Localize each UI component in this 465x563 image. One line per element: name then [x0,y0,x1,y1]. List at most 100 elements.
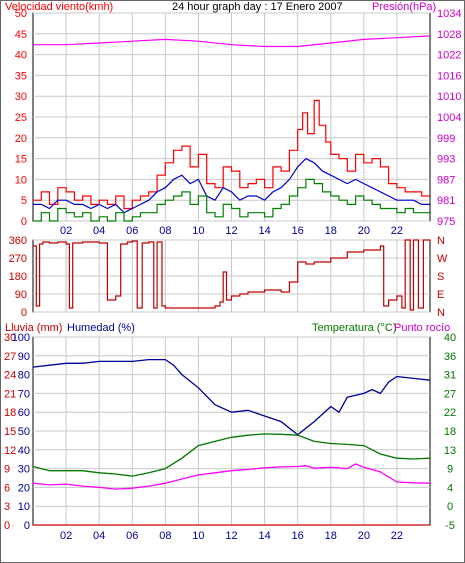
x-tick-label: 20 [358,225,370,237]
x-tick-label: 20 [358,530,370,542]
y-tick-label: 975 [437,216,455,228]
temperature-tick-label: 4 [447,482,453,494]
x-tick-label: 02 [60,530,72,542]
x-tick-label: 22 [391,530,403,542]
y-tick-label: 10 [15,174,27,186]
compass-tick-label: N [437,307,445,319]
temperature-tick-label: 0 [447,501,453,513]
temperature-axis-label: Temperatura (°C) [312,322,396,334]
chart-title: 24 hour graph day : 17 Enero 2007 [172,1,343,13]
temperature-tick-label: 40 [444,332,456,344]
rain-tick-label: 12 [4,445,16,457]
humidity-series-line [32,358,431,436]
x-tick-label: 22 [391,225,403,237]
temperature-tick-label: 9 [447,464,453,476]
y-tick-label: 987 [437,174,455,186]
dewpoint-axis-label: Punto rocío [394,322,450,334]
wind-grid [33,12,430,222]
compass-tick-label: E [437,289,444,301]
humidity-tick-label: 100 [12,332,30,344]
x-tick-label: 06 [126,530,138,542]
x-tick-label: 18 [325,225,337,237]
rain-tick-label: 21 [4,388,16,400]
temperature-tick-label: -5 [445,520,455,532]
y-tick-label: 1010 [437,91,461,103]
y-tick-label: 40 [15,50,27,62]
humidity-tick-label: 10 [18,501,30,513]
direction-degree-ticks: 0 90 180 270 360 [9,235,27,319]
y-tick-label: 0 [21,307,27,319]
rain-tick-label: 9 [4,464,10,476]
rain-tick-label: 27 [4,351,16,363]
y-tick-label: 45 [15,29,27,41]
y-tick-label: 30 [15,91,27,103]
y-tick-label: 15 [15,154,27,166]
rain-tick-label: 3 [4,501,10,513]
rain-axis-label: Lluvia (mm) [5,322,62,334]
wind-series [33,35,431,222]
x-tick-label: 16 [292,225,304,237]
x-tick-label: 02 [60,225,72,237]
humidity-tick-label: 40 [18,445,30,457]
compass-tick-label: S [437,271,444,283]
x-tick-label: 12 [225,530,237,542]
x-tick-label: 14 [258,530,270,542]
x-tick-label: 10 [192,530,204,542]
humidity-axis-label: Humedad (%) [67,322,135,334]
temperature-tick-label: 27 [444,388,456,400]
humidity-x-ticks: 02 04 06 08 10 12 14 16 18 20 22 [60,530,403,542]
temperature-tick-label: 22 [444,407,456,419]
compass-tick-label: N [437,235,445,247]
y-tick-label: 0 [21,216,27,228]
compass-tick-label: W [437,253,448,265]
x-tick-label: 08 [159,530,171,542]
y-tick-label: 20 [15,133,27,145]
y-tick-label: 999 [437,133,455,145]
temperature-tick-label: 18 [444,426,456,438]
humidity-tick-label: 70 [18,388,30,400]
x-tick-label: 18 [325,530,337,542]
average-series-line [33,157,430,214]
direction-series-line [33,239,431,311]
rain-tick-label: 30 [4,332,16,344]
y-tick-label: 270 [9,253,27,265]
x-tick-label: 04 [93,530,105,542]
y-tick-label: 993 [437,154,455,166]
y-tick-label: 25 [15,112,27,124]
y-tick-label: 1004 [437,112,461,124]
humidity-series [32,358,431,526]
pressure-y-ticks: 975 981 987 993 999 1004 1010 1016 1022 1028 1034 [437,8,461,228]
temperature-series-line [32,433,431,477]
wind-axis-label: Velocidad viento(kmh) [5,1,113,13]
y-tick-label: 360 [9,235,27,247]
x-tick-label: 14 [258,225,270,237]
y-tick-label: 1016 [437,70,461,82]
rain-tick-label: 0 [4,520,10,532]
x-tick-label: 08 [159,225,171,237]
temperature-y-ticks: -5 0 4 9 13 18 22 27 31 36 40 [444,332,456,532]
rain-tick-label: 6 [4,482,10,494]
humidity-tick-label: 20 [18,482,30,494]
gust-series-line [33,99,430,210]
temperature-tick-label: 31 [444,370,456,382]
humidity-temperature-panel: Lluvia (mm) Humedad (%) Temperatura (°C)… [4,322,456,542]
direction-grid [33,239,430,313]
wind-y-ticks: 0 5 10 15 20 25 30 35 40 45 50 [15,8,27,228]
rain-tick-label: 18 [4,407,16,419]
y-tick-label: 1034 [437,8,461,20]
dewpoint-series-line [32,463,431,490]
pressure-axis-label: Presión(hPa) [372,1,436,13]
pressure-series-line [33,35,431,48]
y-tick-label: 1028 [437,29,461,41]
temperature-tick-label: 13 [444,445,456,457]
y-tick-label: 90 [15,289,27,301]
y-tick-label: 1022 [437,50,461,62]
humidity-tick-label: 30 [18,464,30,476]
humidity-tick-label: 0 [24,520,30,532]
humidity-tick-label: 50 [18,426,30,438]
temperature-tick-label: 36 [444,351,456,363]
rain-tick-label: 15 [4,426,16,438]
